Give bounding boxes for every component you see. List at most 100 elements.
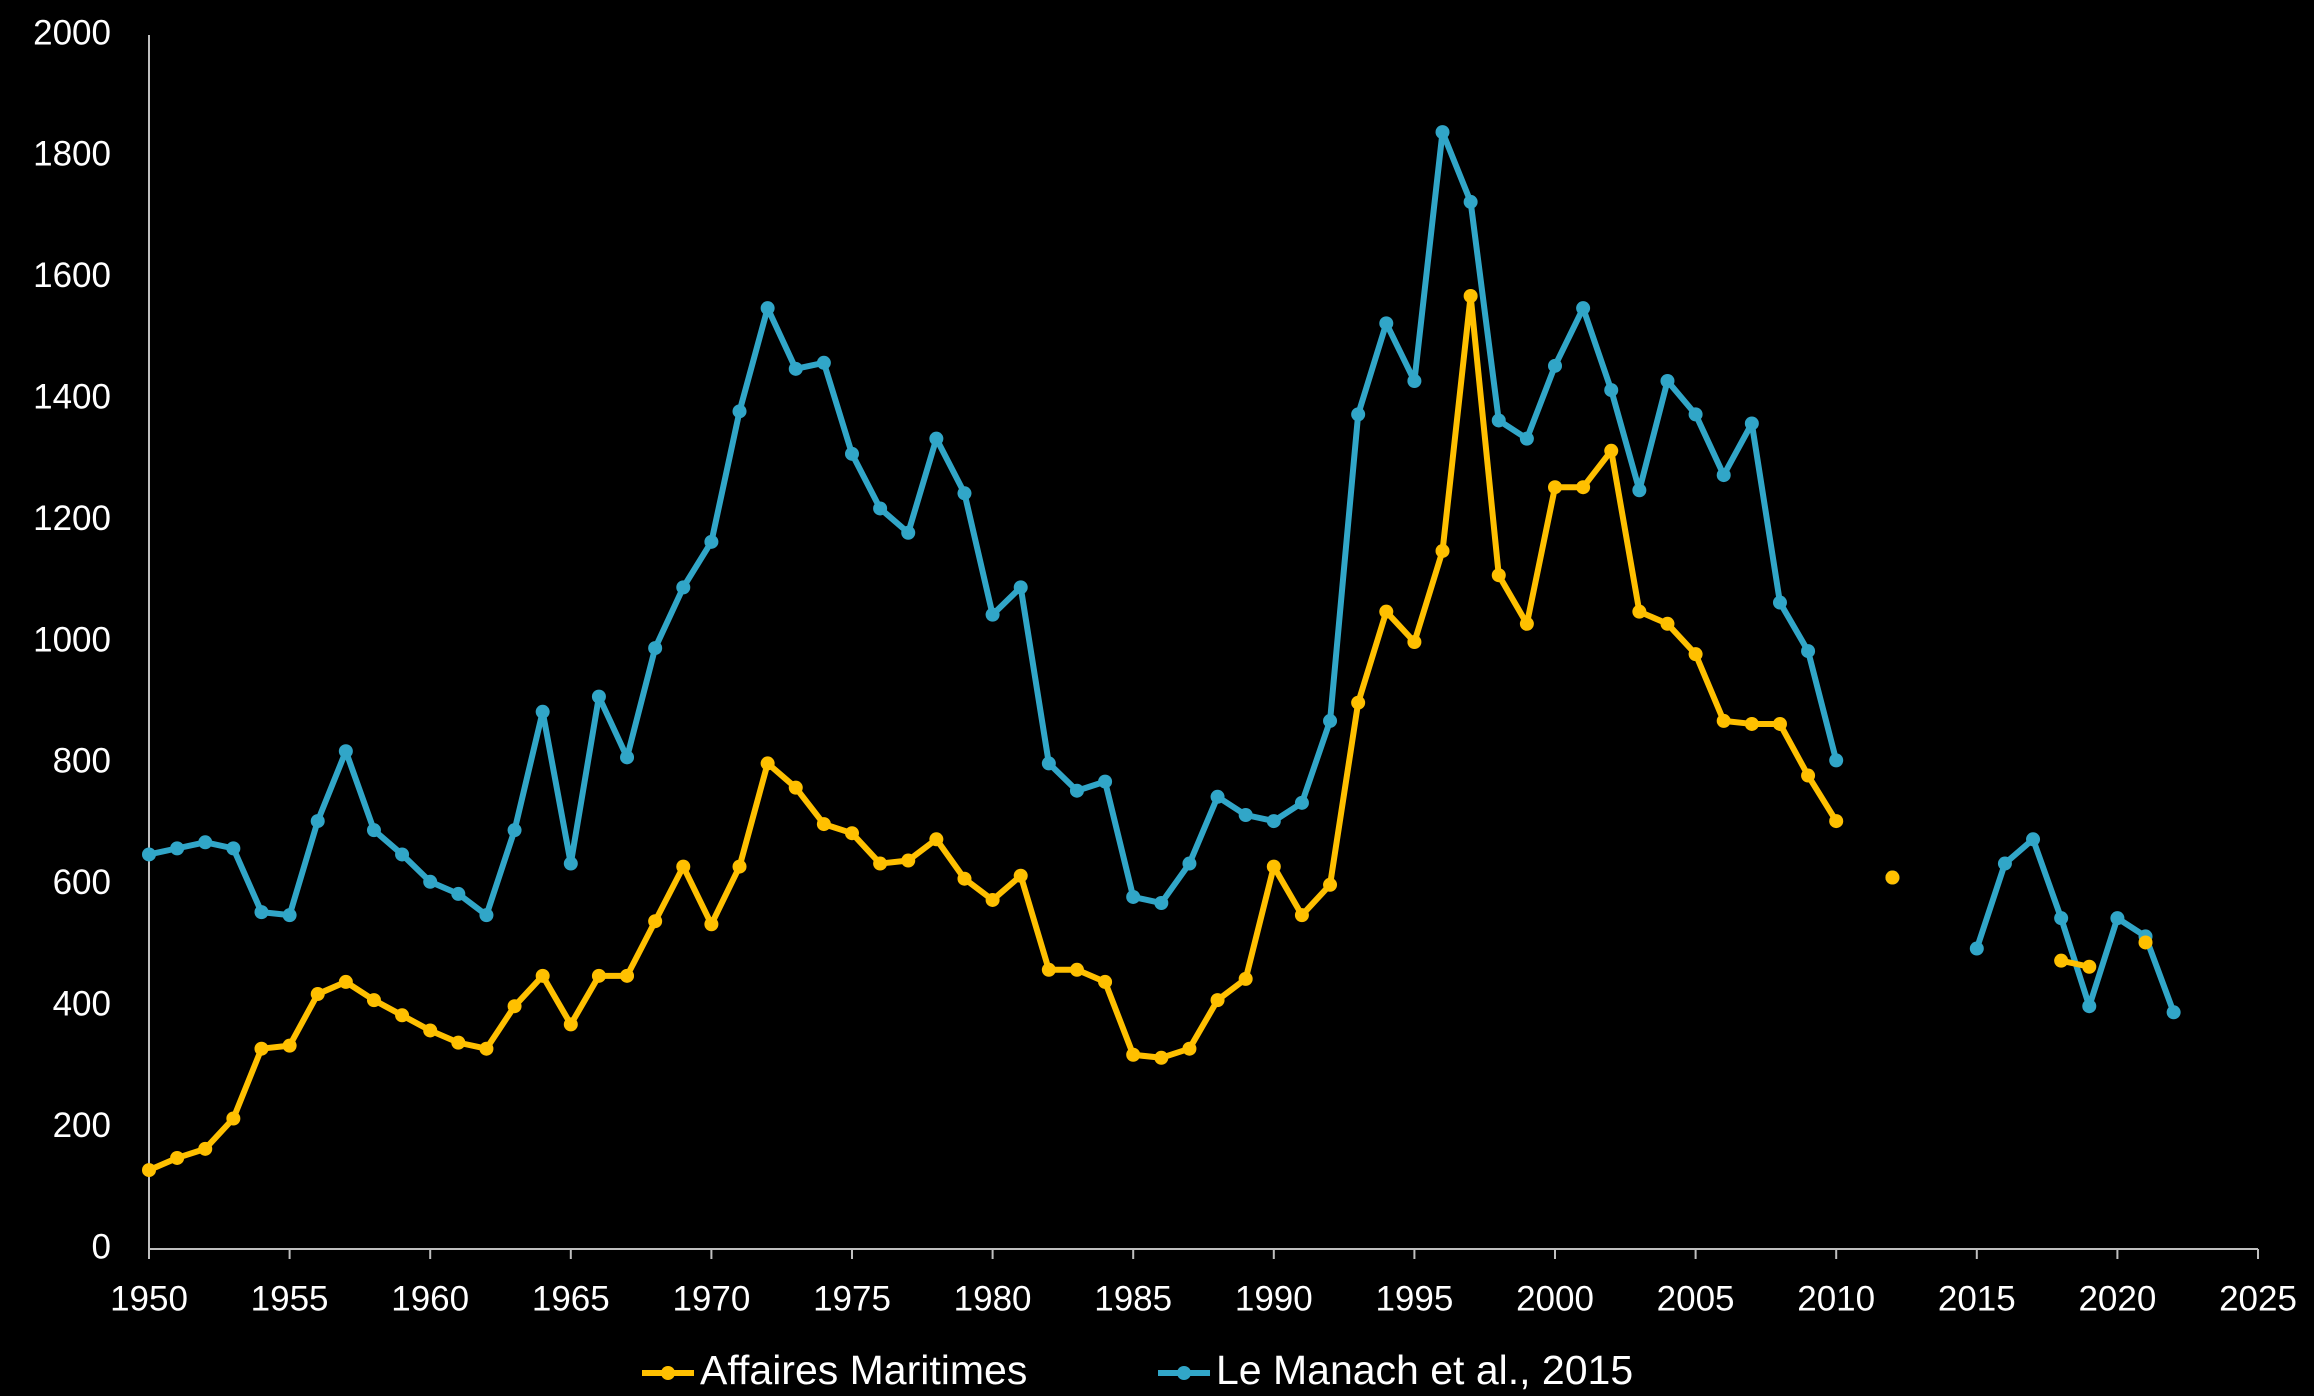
data-point [1182,1041,1197,1056]
data-point [2082,999,2097,1014]
y-tick-label: 1800 [33,135,111,174]
data-point [423,1023,438,1038]
data-point [1997,856,2012,871]
data-point [366,993,381,1008]
data-point [1379,604,1394,619]
y-tick-label: 600 [53,863,111,902]
data-point [1660,373,1675,388]
data-point [1660,616,1675,631]
data-point [704,917,719,932]
data-point [1688,407,1703,422]
x-tick-label: 1955 [251,1279,329,1318]
data-point [1294,795,1309,810]
data-point [1744,416,1759,431]
data-point [1294,908,1309,923]
data-point [1604,383,1619,398]
data-point [704,534,719,549]
data-point [451,886,466,901]
data-point [788,780,803,795]
data-point [507,823,522,838]
x-tick-label: 1995 [1375,1279,1453,1318]
x-tick-label: 1975 [813,1279,891,1318]
data-point [1351,695,1366,710]
y-tick-label: 1600 [33,256,111,295]
data-point [395,847,410,862]
data-point [1182,856,1197,871]
data-point [254,1041,269,1056]
data-point [1238,807,1253,822]
data-point [1463,194,1478,209]
data-point [535,968,550,983]
data-point [310,987,325,1002]
data-point [873,501,888,516]
data-point [1126,889,1141,904]
data-point [620,750,635,765]
y-tick-label: 2000 [33,13,111,52]
data-point [1744,716,1759,731]
data-point [1407,373,1422,388]
data-point [2026,832,2041,847]
data-point [732,859,747,874]
x-tick-label: 1965 [532,1279,610,1318]
data-point [1632,483,1647,498]
data-point [479,908,494,923]
data-point [1829,753,1844,768]
data-point [198,835,213,850]
data-point [591,968,606,983]
data-point [451,1035,466,1050]
data-point [957,871,972,886]
data-point [901,525,916,540]
data-point [1801,644,1816,659]
data-point [1576,301,1591,316]
data-point [816,355,831,370]
data-point [957,486,972,501]
data-point [1772,716,1787,731]
data-point [985,892,1000,907]
data-point [423,874,438,889]
data-point [1013,580,1028,595]
data-point [535,704,550,719]
data-point [507,999,522,1014]
legend-marker [661,1366,675,1380]
y-tick-label: 1200 [33,499,111,538]
y-tick-label: 1400 [33,377,111,416]
data-point [1548,480,1562,495]
data-point [1435,543,1450,558]
data-point [591,689,606,704]
data-point [845,446,859,461]
data-point [254,905,269,920]
data-point [1548,358,1562,373]
data-point [563,856,578,871]
y-tick-label: 1000 [33,620,111,659]
data-point [1632,604,1647,619]
data-point [338,974,353,989]
data-point [1351,407,1366,422]
data-point [1491,568,1506,583]
x-tick-label: 2005 [1657,1279,1735,1318]
data-point [226,841,241,856]
data-point [282,908,297,923]
data-point [1772,595,1787,610]
data-point [1210,993,1225,1008]
data-point [845,826,859,841]
data-point [1210,789,1225,804]
data-point [226,1111,241,1126]
data-point [985,607,1000,622]
data-point [1716,468,1731,483]
data-point [2110,911,2125,926]
x-tick-label: 1950 [110,1279,188,1318]
data-point [1098,774,1113,789]
data-point [366,823,381,838]
data-point [1323,713,1338,728]
data-point [1576,480,1591,495]
data-point [563,1017,578,1032]
data-point [760,756,775,771]
x-tick-label: 2000 [1516,1279,1594,1318]
data-point [142,847,156,862]
data-point [1969,941,1984,956]
data-point [170,1150,185,1165]
data-point [2082,959,2097,974]
x-tick-label: 1980 [954,1279,1032,1318]
data-point [2138,935,2153,950]
data-point [2054,911,2069,926]
